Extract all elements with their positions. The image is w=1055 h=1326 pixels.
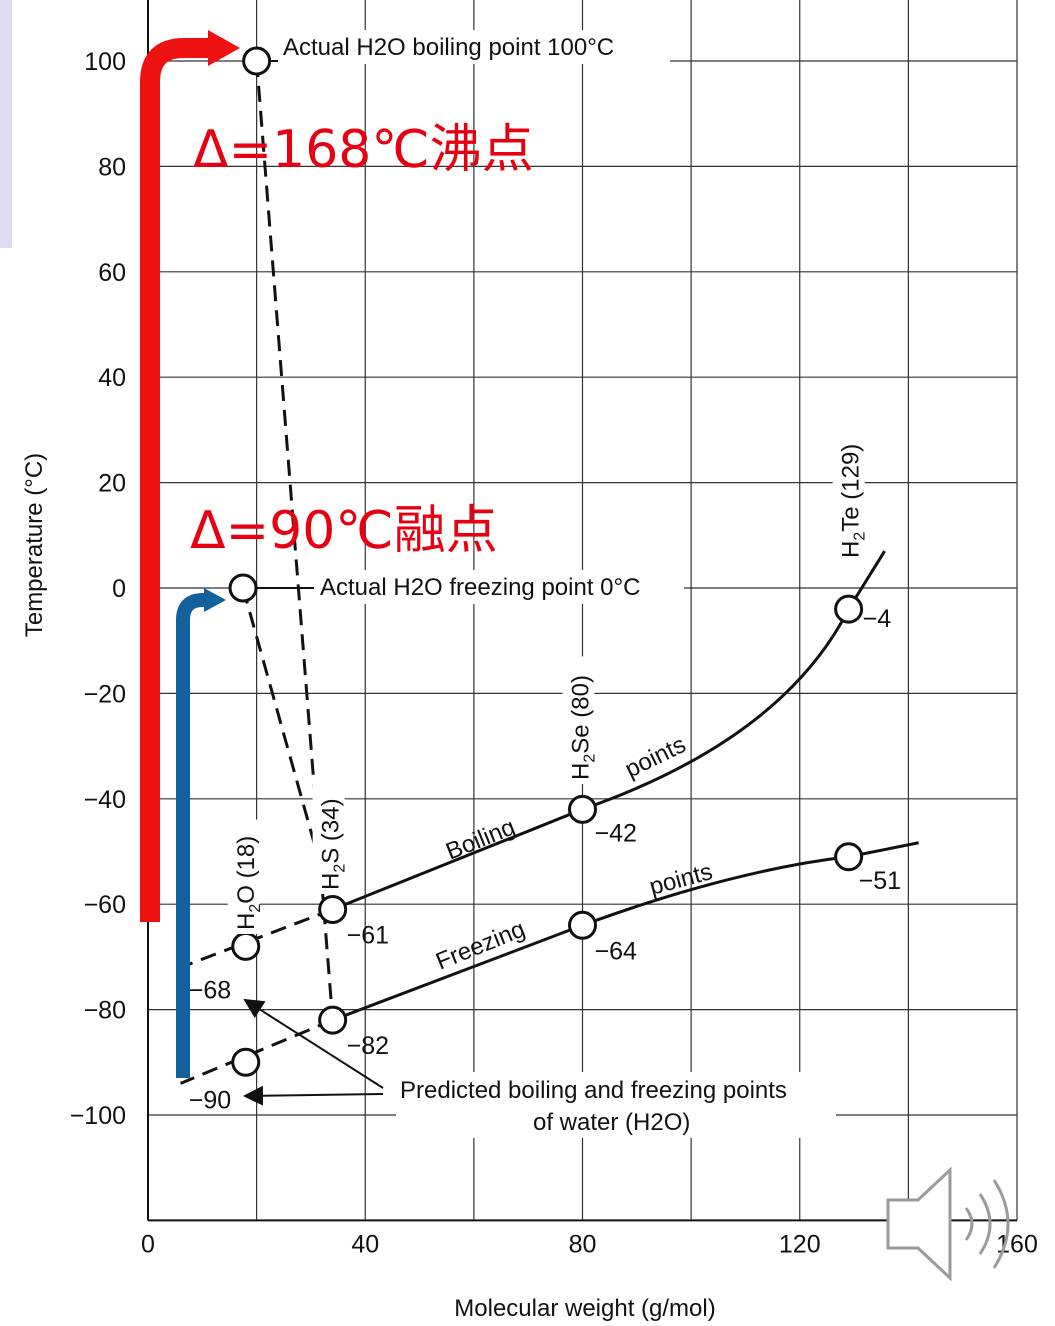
x-tick-label: 80 [569, 1230, 597, 1258]
speaker-icon[interactable] [886, 1166, 1010, 1282]
boiling-curve [332, 550, 886, 911]
x-tick-label: 0 [141, 1230, 155, 1258]
actual-freezing-annotation: Actual H2O freezing point 0°C [320, 574, 640, 601]
compound-label-bg [832, 421, 865, 562]
compound-label: H2O (18) [233, 836, 264, 930]
boiling-delta-arrow [140, 38, 213, 922]
compound-label-bg [227, 819, 260, 934]
x-tick-label: 120 [779, 1230, 821, 1258]
y-tick-label: −40 [84, 786, 126, 814]
compound-labels: H2O (18) H2S (34) H2Se (80) H2Te (129) [227, 421, 869, 934]
freezing-point-marker [568, 910, 597, 940]
freezing-extrapolation [180, 1018, 334, 1085]
y-tick-label: −60 [84, 891, 126, 919]
boiling-curve-label-1: Boiling [442, 814, 519, 866]
boiling-delta-arrowhead [208, 30, 240, 66]
value-label: −61 [347, 921, 389, 949]
predicted-pointer-boiling [243, 998, 384, 1089]
actual-boiling-annotation: Actual H2O boiling point 100°C [283, 34, 614, 61]
y-tick-label: 20 [98, 470, 126, 498]
x-axis-title: Molecular weight (g/mol) [454, 1295, 715, 1322]
compound-label: H2Te (129) [838, 444, 869, 558]
predicted-boiling-marker [231, 931, 261, 961]
y-tick-label: −100 [70, 1102, 126, 1130]
value-label: −64 [595, 937, 638, 965]
x-tick-label: 40 [351, 1230, 379, 1258]
value-label: −68 [189, 976, 231, 1004]
y-tick-label: 100 [84, 48, 126, 76]
value-label: −82 [347, 1032, 389, 1060]
y-tick-label: 80 [98, 153, 126, 181]
predicted-pointer-freezing [243, 1085, 384, 1106]
freezing-curve [332, 841, 919, 1022]
actual-boiling-marker [242, 46, 272, 76]
freezing-delta-arrow [176, 593, 206, 1078]
predicted-freezing-marker [231, 1047, 261, 1077]
data-markers [228, 46, 864, 1077]
freezing-curve-label-2: points [647, 858, 716, 901]
boiling-point-marker [318, 894, 348, 924]
value-label: −42 [595, 819, 637, 847]
predicted-annotation-line2: of water (H2O) [533, 1109, 690, 1136]
compound-label: H2S (34) [318, 798, 349, 890]
left-edge-panel [0, 0, 12, 248]
freezing-point-marker [318, 1005, 348, 1035]
y-tick-label: 60 [98, 259, 126, 287]
compound-label-bg [312, 779, 345, 894]
value-label: −4 [863, 605, 892, 633]
actual-freezing-marker [228, 573, 258, 603]
value-label: −51 [859, 867, 901, 895]
y-axis-title: Temperature (°C) [21, 453, 48, 637]
freezing-delta-label: Δ=90℃融点 [190, 501, 498, 561]
compound-label-bg [562, 656, 595, 784]
freezing-point-marker [834, 842, 864, 872]
y-tick-label: −80 [84, 997, 126, 1025]
boiling-point-marker [568, 794, 597, 824]
compound-label: H2Se (80) [568, 675, 599, 780]
freezing-curve-label-1: Freezing [432, 916, 529, 976]
y-tick-label: 0 [112, 575, 126, 603]
boiling-curve-label-2: points [621, 731, 690, 783]
boiling-delta-label: Δ=168℃沸点 [193, 120, 534, 180]
freezing-delta-arrowhead [204, 588, 226, 612]
predicted-annotation-line1: Predicted boiling and freezing points [400, 1077, 787, 1104]
value-label: −90 [189, 1086, 231, 1114]
value-labels: −61 −42 −4 −82 −64 −51 −68 −90 [189, 605, 901, 1114]
y-tick-label: −20 [84, 680, 126, 708]
y-tick-label: 40 [98, 364, 126, 392]
boiling-point-marker [834, 594, 864, 624]
